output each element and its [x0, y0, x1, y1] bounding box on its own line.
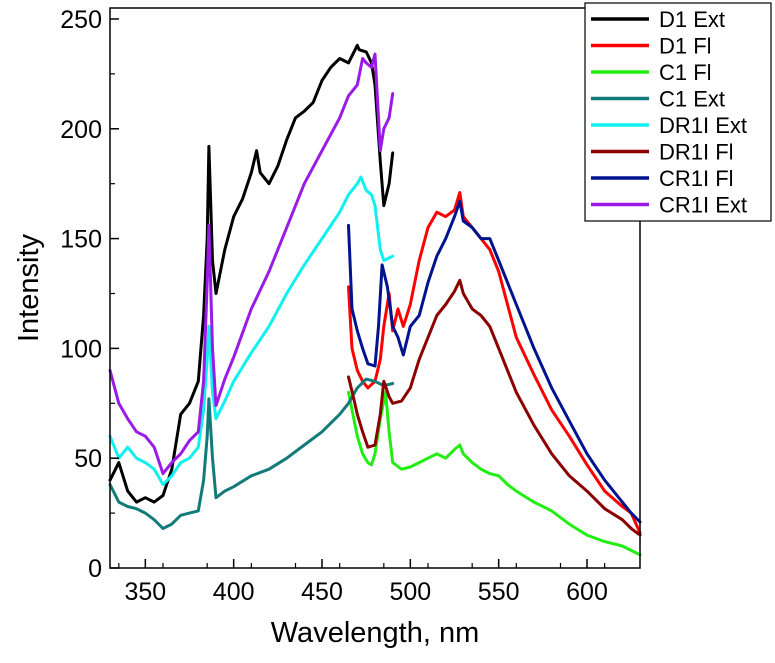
y-tick-label-2: 100 — [60, 335, 102, 363]
x-tick-label-1: 400 — [213, 578, 255, 606]
legend-label-0: D1 Ext — [659, 7, 725, 32]
series-line-1 — [347, 191, 642, 535]
legend-label-6: CR1I Fl — [659, 166, 734, 191]
x-tick-label-2: 450 — [301, 578, 343, 606]
series-line-6 — [347, 199, 642, 524]
plot-frame — [109, 7, 641, 569]
y-axis: 0 50 100 150 200 250 — [60, 6, 119, 583]
y-tick-label-3: 150 — [60, 226, 102, 254]
y-axis-title: Intensity — [13, 234, 45, 342]
legend-label-2: C1 Fl — [659, 60, 712, 85]
legend-label-4: DR1I Ext — [659, 113, 747, 138]
series-line-2 — [347, 390, 642, 557]
legend-box — [584, 2, 772, 222]
x-tick-label-0: 350 — [124, 578, 166, 606]
x-tick-label-3: 500 — [389, 578, 431, 606]
y-tick-label-1: 50 — [74, 445, 102, 473]
x-tick-label-4: 550 — [478, 578, 520, 606]
legend-label-5: DR1I Fl — [659, 140, 734, 165]
legend-label-3: C1 Ext — [659, 87, 725, 112]
legend-label-7: CR1I Ext — [659, 193, 747, 218]
series-line-5 — [347, 278, 642, 537]
x-tick-label-5: 600 — [566, 578, 608, 606]
legend-label-1: D1 Fl — [659, 34, 712, 59]
y-tick-label-5: 250 — [60, 6, 102, 34]
series-line-4 — [108, 175, 395, 486]
x-axis-title: Wavelength, nm — [271, 617, 479, 649]
series-line-3 — [108, 377, 395, 530]
plot-lines — [108, 43, 642, 557]
x-axis: 350 400 450 500 550 600 — [118, 559, 608, 606]
series-line-7 — [108, 52, 395, 476]
y-tick-label-4: 200 — [60, 116, 102, 144]
y-tick-label-0: 0 — [88, 555, 102, 583]
